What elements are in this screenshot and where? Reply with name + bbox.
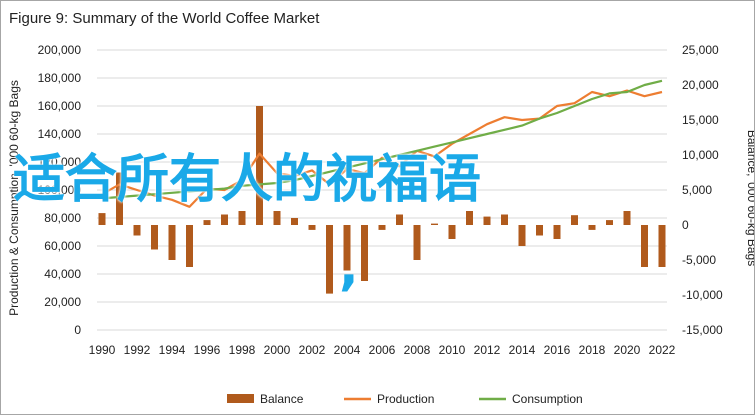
balance-bar — [326, 225, 333, 294]
balance-bar — [536, 225, 543, 236]
balance-bar — [501, 214, 508, 225]
balance-bar — [186, 225, 193, 267]
x-tick-label: 2008 — [404, 343, 431, 357]
balance-bar — [658, 225, 666, 267]
balance-bar — [413, 225, 421, 260]
balance-bar — [98, 213, 106, 225]
balance-bar — [641, 225, 648, 267]
x-tick-label: 2014 — [509, 343, 536, 357]
balance-bar — [623, 211, 631, 225]
y-left-axis-title: Production & Consumption, '000 60-kg Bag… — [7, 80, 21, 316]
balance-bar — [431, 223, 438, 225]
y-left-tick-label: 40,000 — [44, 267, 81, 281]
y-left-tick-label: 0 — [74, 323, 81, 337]
y-left-tick-label: 200,000 — [38, 43, 82, 57]
y-right-tick-label: 10,000 — [682, 148, 719, 162]
x-tick-label: 2012 — [474, 343, 501, 357]
balance-bar — [203, 220, 211, 225]
balance-bar — [168, 225, 176, 260]
balance-bar — [361, 225, 368, 281]
balance-bar — [483, 216, 491, 225]
balance-bar — [518, 225, 526, 246]
y-right-tick-label: 5,000 — [682, 183, 712, 197]
x-tick-label: 1992 — [124, 343, 151, 357]
y-right-tick-label: 15,000 — [682, 113, 719, 127]
y-right-tick-label: -15,000 — [682, 323, 723, 337]
y-left-tick-label: 160,000 — [38, 99, 82, 113]
balance-bar — [448, 225, 456, 239]
x-tick-label: 2022 — [649, 343, 676, 357]
x-tick-label: 2020 — [614, 343, 641, 357]
y-right-tick-label: 20,000 — [682, 78, 719, 92]
balance-bar — [221, 214, 228, 225]
x-tick-label: 2004 — [334, 343, 361, 357]
y-right-tick-label: 0 — [682, 218, 689, 232]
x-tick-label: 1996 — [194, 343, 221, 357]
x-tick-label: 1998 — [229, 343, 256, 357]
overlay-watermark-comma: , — [339, 237, 359, 297]
balance-bar — [151, 225, 158, 250]
balance-bar — [571, 215, 578, 225]
y-left-tick-label: 140,000 — [38, 127, 82, 141]
balance-bar — [588, 225, 596, 230]
x-tick-label: 1990 — [89, 343, 116, 357]
y-right-axis-title: Balance, '000 60-kg Bags — [745, 130, 754, 266]
balance-bar — [291, 218, 298, 225]
overlay-watermark-text: 适合所有人的祝福语 — [13, 150, 482, 210]
y-left-tick-label: 180,000 — [38, 71, 82, 85]
x-tick-label: 1994 — [159, 343, 186, 357]
y-right-tick-label: 25,000 — [682, 43, 719, 57]
y-left-tick-label: 80,000 — [44, 211, 81, 225]
balance-bar — [466, 211, 473, 225]
y-left-tick-label: 100,000 — [38, 183, 82, 197]
legend-label-production: Production — [377, 392, 434, 406]
balance-bar — [343, 225, 351, 271]
y-left-tick-label: 60,000 — [44, 239, 81, 253]
balance-bar — [256, 106, 263, 225]
y-right-tick-label: -10,000 — [682, 288, 723, 302]
consumption-line — [101, 79, 663, 200]
y-right-tick-label: -5,000 — [682, 253, 716, 267]
balance-bar — [606, 220, 613, 225]
legend-label-consumption: Consumption — [512, 392, 583, 406]
y-left-tick-label: 20,000 — [44, 295, 81, 309]
x-tick-label: 2006 — [369, 343, 396, 357]
balance-bar — [553, 225, 561, 239]
balance-bar — [378, 225, 386, 230]
x-tick-label: 2016 — [544, 343, 571, 357]
balance-bar — [238, 211, 246, 225]
balance-bar — [308, 225, 316, 230]
balance-bar — [273, 211, 281, 225]
x-tick-label: 2010 — [439, 343, 466, 357]
chart-title: Figure 9: Summary of the World Coffee Ma… — [9, 10, 320, 27]
production-line — [101, 89, 663, 208]
y-left-tick-label: 120,000 — [38, 155, 82, 169]
legend-swatch-balance — [227, 394, 254, 403]
balance-bar — [116, 172, 123, 225]
balance-bar — [133, 225, 141, 236]
x-tick-label: 2018 — [579, 343, 606, 357]
balance-bar — [396, 214, 403, 225]
x-tick-label: 2002 — [299, 343, 326, 357]
x-tick-label: 2000 — [264, 343, 291, 357]
legend-label-balance: Balance — [260, 392, 304, 406]
